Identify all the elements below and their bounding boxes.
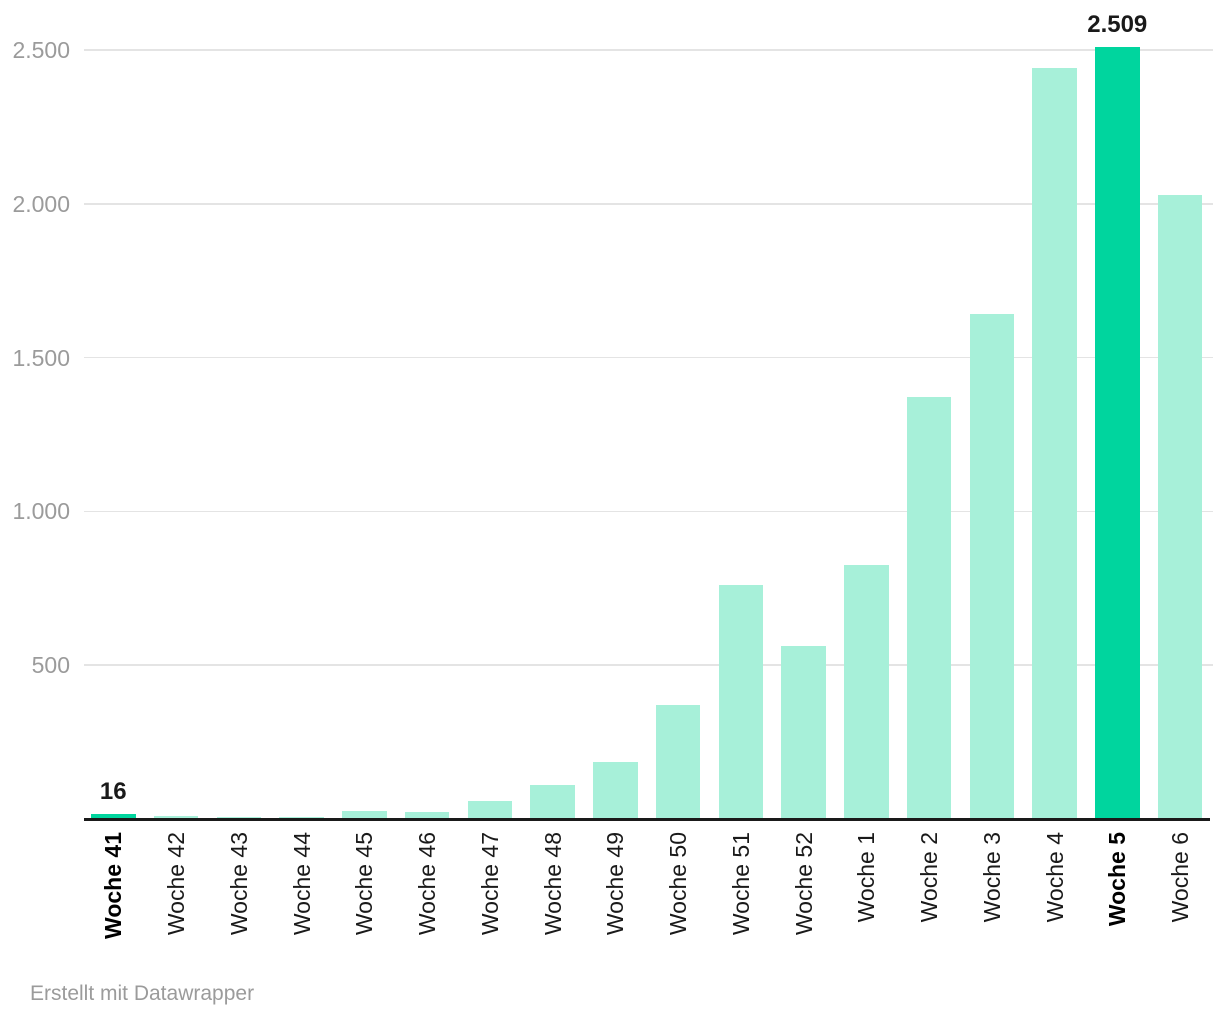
gridline bbox=[84, 664, 1213, 666]
bar-woche-1[interactable] bbox=[844, 565, 889, 819]
bar-woche-45[interactable] bbox=[342, 811, 387, 819]
gridline bbox=[84, 356, 1213, 359]
x-axis-label: Woche 4 bbox=[1041, 832, 1068, 923]
x-axis-label: Woche 6 bbox=[1167, 832, 1193, 923]
x-axis-label: Woche 5 bbox=[1104, 832, 1131, 927]
gridline bbox=[84, 203, 1213, 205]
x-axis-label: Woche 42 bbox=[163, 832, 189, 936]
bar-woche-4[interactable] bbox=[1032, 67, 1077, 819]
x-axis-label: Woche 48 bbox=[539, 832, 566, 936]
bar-woche-51[interactable] bbox=[718, 585, 763, 819]
bar-woche-52[interactable] bbox=[781, 646, 826, 819]
bar-woche-5[interactable] bbox=[1095, 47, 1140, 819]
x-axis-line bbox=[84, 817, 1210, 821]
bar-chart: 500 1.000 1.500 2.000 2.500 Woche 41 Woche 42… bbox=[12, 11, 1213, 939]
bar-woche-6[interactable] bbox=[1157, 194, 1203, 819]
bar-woche-3[interactable] bbox=[969, 314, 1014, 819]
gridline bbox=[84, 510, 1213, 513]
bar-woche-50[interactable] bbox=[655, 704, 701, 819]
bar-woche-48[interactable] bbox=[530, 785, 575, 819]
x-axis-label: Woche 3 bbox=[978, 832, 1005, 923]
x-axis-label: Woche 41 bbox=[100, 832, 127, 939]
bar-woche-42[interactable] bbox=[153, 815, 199, 819]
bar-woche-49[interactable] bbox=[593, 761, 638, 819]
y-axis-label: 2.000 bbox=[12, 190, 70, 217]
x-axis-label: Woche 44 bbox=[288, 832, 315, 936]
x-axis-label: Woche 49 bbox=[602, 832, 629, 936]
x-axis-label: Woche 2 bbox=[916, 832, 942, 923]
x-axis-label: Woche 52 bbox=[790, 832, 817, 936]
bar-value-label: 16 bbox=[99, 778, 127, 806]
y-axis-label: 500 bbox=[31, 652, 70, 679]
bar-value-label: 2.509 bbox=[1087, 11, 1148, 39]
x-axis-label: Woche 50 bbox=[665, 832, 691, 936]
bar-woche-46[interactable] bbox=[404, 811, 450, 819]
attribution-text: Erstellt mit Datawrapper bbox=[30, 982, 255, 1005]
x-axis-label: Woche 47 bbox=[476, 832, 503, 936]
x-axis-label: Woche 1 bbox=[853, 832, 880, 923]
y-axis-label: 2.500 bbox=[12, 37, 70, 63]
bar-woche-41[interactable] bbox=[91, 814, 136, 819]
x-axis-label: Woche 43 bbox=[225, 832, 252, 936]
bar-woche-2[interactable] bbox=[906, 396, 952, 819]
y-axis-label: 1.000 bbox=[12, 498, 70, 525]
x-axis-label: Woche 51 bbox=[727, 832, 754, 936]
x-axis-label: Woche 46 bbox=[414, 832, 440, 936]
gridline bbox=[84, 49, 1213, 51]
bar-woche-47[interactable] bbox=[467, 801, 512, 819]
x-axis-label: Woche 45 bbox=[351, 832, 378, 936]
y-axis-label: 1.500 bbox=[12, 344, 70, 371]
